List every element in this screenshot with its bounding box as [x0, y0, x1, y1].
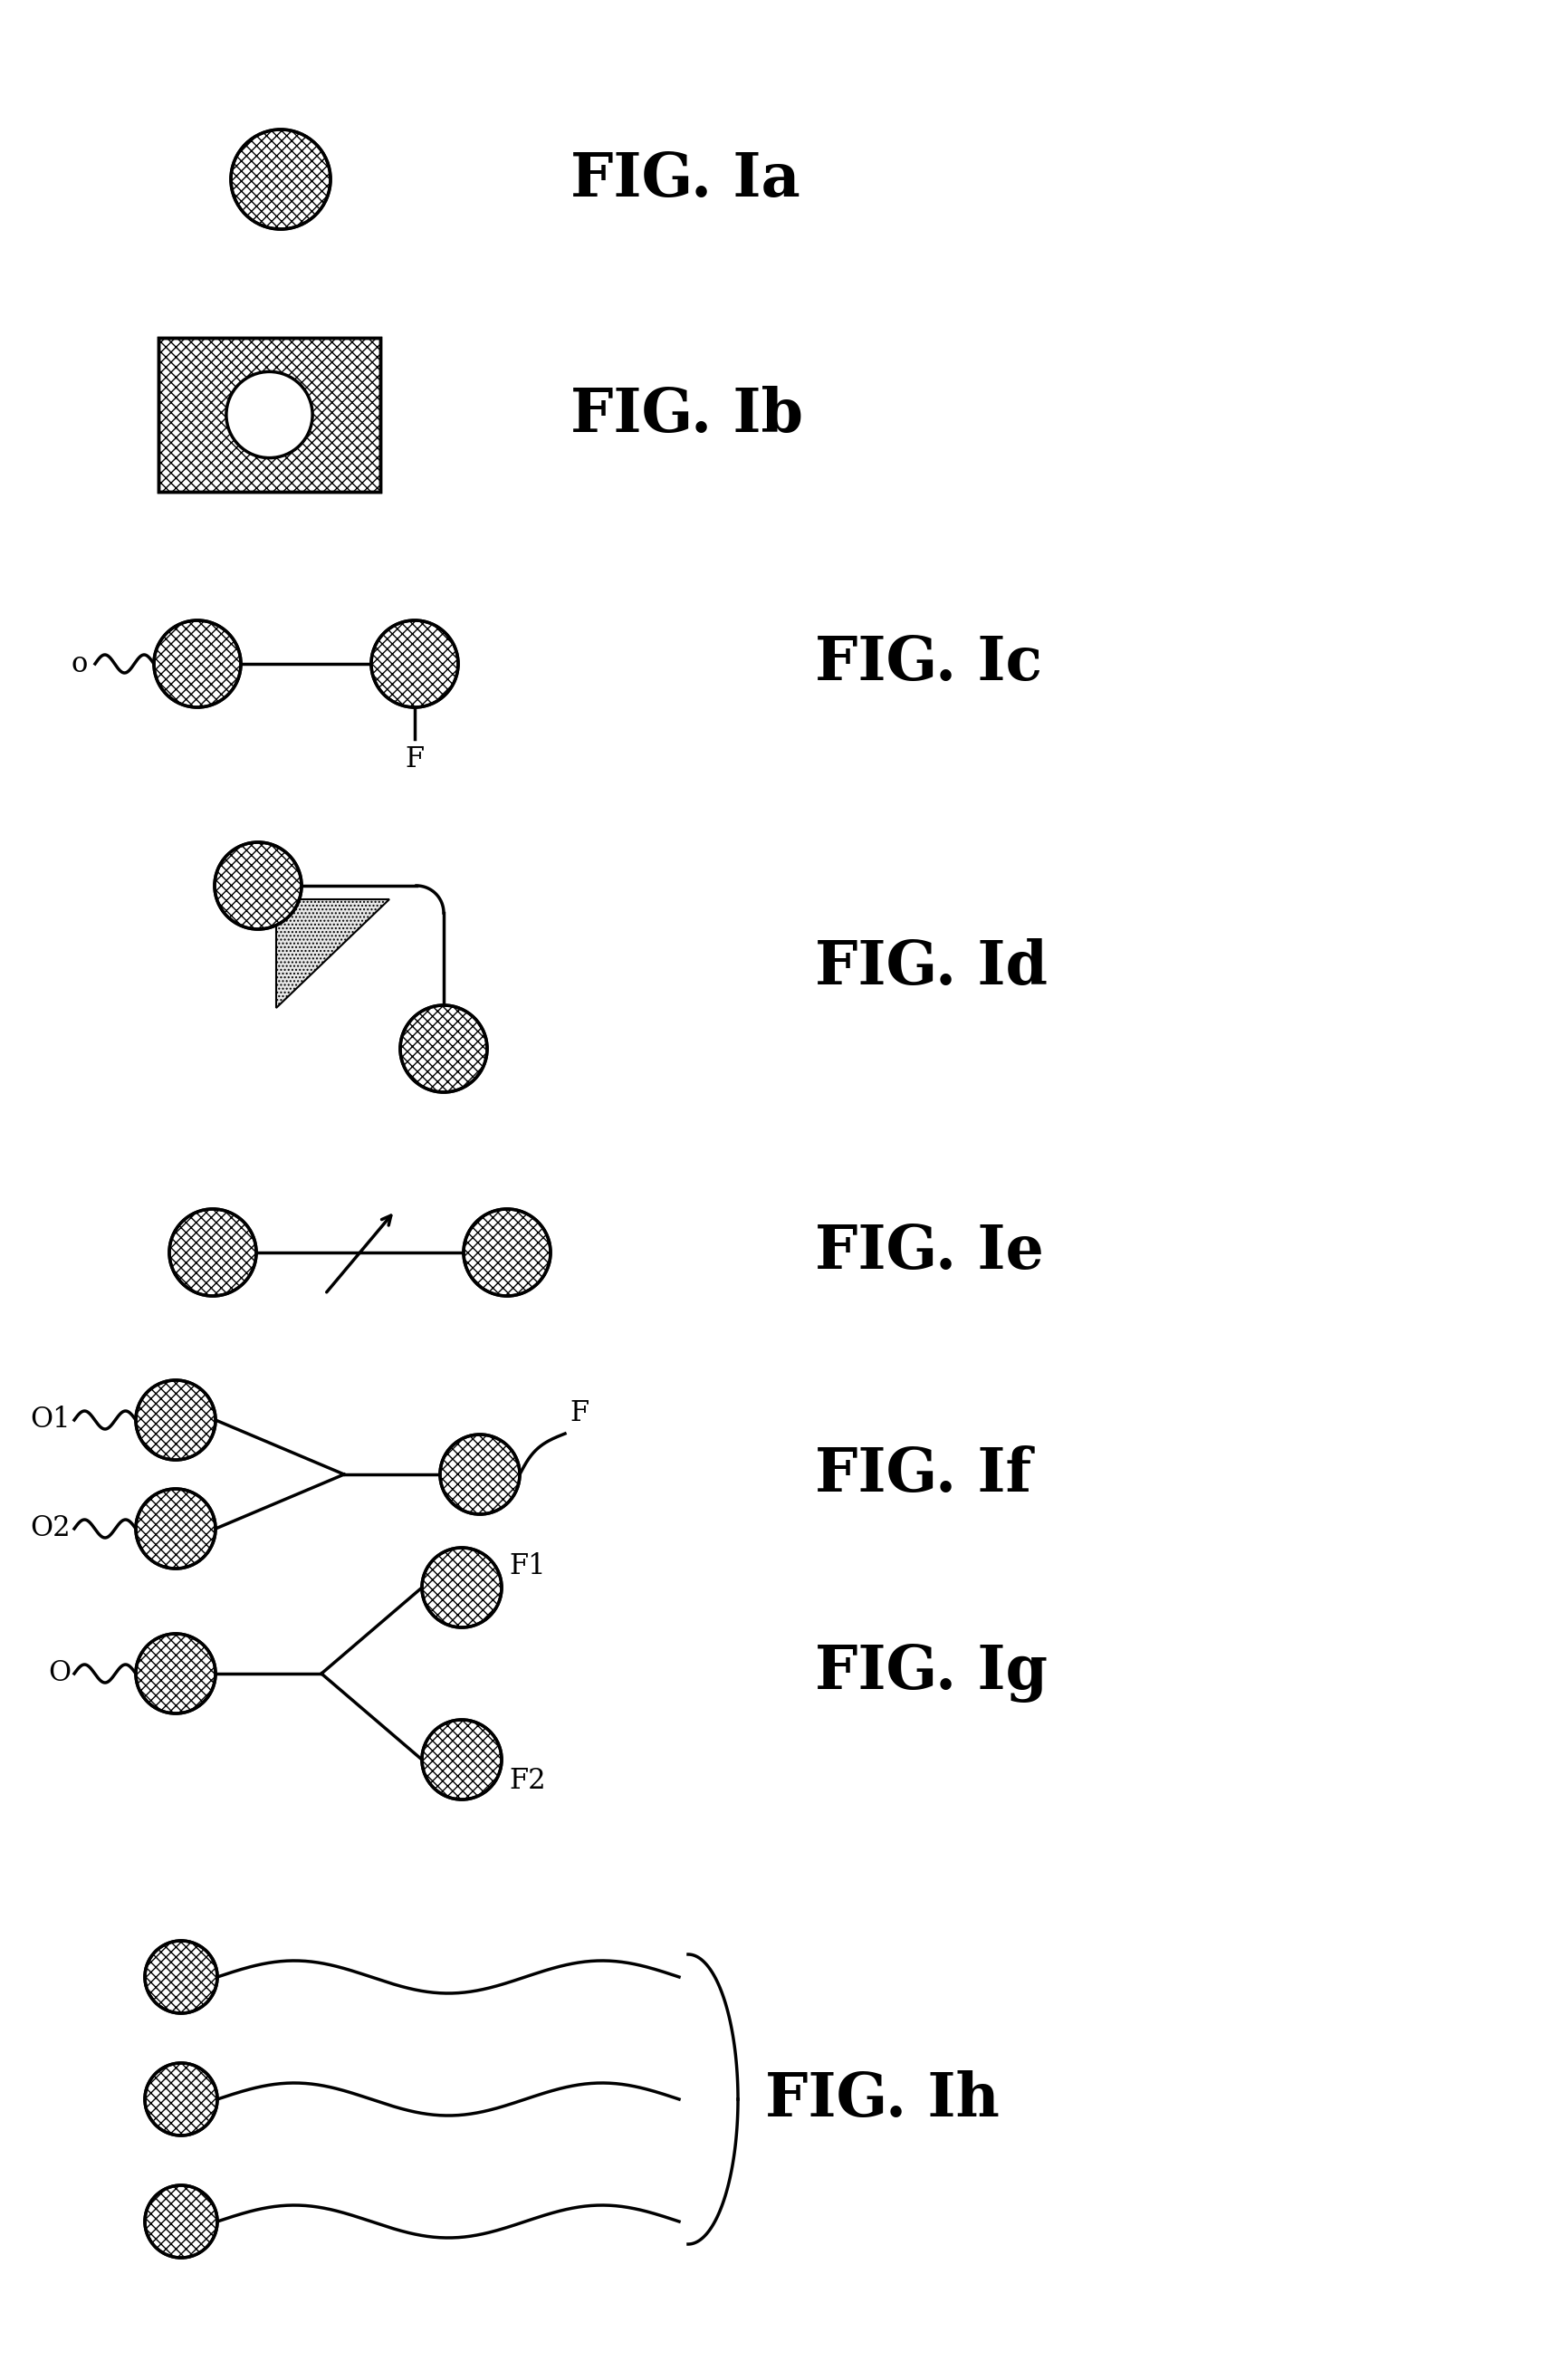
- Text: FIG. Ic: FIG. Ic: [814, 635, 1042, 693]
- Bar: [159, 338, 381, 493]
- Text: FIG. Ig: FIG. Ig: [814, 1645, 1047, 1704]
- Text: F2: F2: [509, 1766, 546, 1795]
- Text: FIG. Ia: FIG. Ia: [571, 150, 800, 209]
- Circle shape: [231, 129, 330, 228]
- Circle shape: [401, 1004, 487, 1092]
- Circle shape: [372, 621, 458, 707]
- Text: FIG. Ie: FIG. Ie: [814, 1223, 1044, 1283]
- Text: O2: O2: [31, 1514, 71, 1542]
- Bar: [159, 338, 381, 493]
- Circle shape: [464, 1209, 550, 1297]
- Bar: [159, 338, 381, 493]
- Circle shape: [439, 1435, 520, 1514]
- Text: FIG. Ih: FIG. Ih: [765, 2071, 999, 2128]
- Circle shape: [136, 1633, 216, 1714]
- Circle shape: [154, 621, 241, 707]
- Text: FIG. Id: FIG. Id: [814, 938, 1047, 997]
- Circle shape: [170, 1209, 256, 1297]
- Circle shape: [136, 1490, 216, 1568]
- Text: o: o: [71, 650, 88, 678]
- Circle shape: [423, 1547, 501, 1628]
- Polygon shape: [276, 900, 389, 1009]
- Circle shape: [145, 2185, 217, 2259]
- Text: F: F: [569, 1399, 589, 1428]
- Circle shape: [227, 371, 313, 457]
- Text: O: O: [48, 1659, 71, 1687]
- Text: F: F: [406, 745, 424, 774]
- Circle shape: [214, 843, 302, 928]
- Text: FIG. If: FIG. If: [814, 1445, 1032, 1504]
- Circle shape: [145, 1940, 217, 2013]
- Text: FIG. Ib: FIG. Ib: [571, 386, 803, 445]
- Circle shape: [423, 1721, 501, 1799]
- Circle shape: [145, 2063, 217, 2135]
- Text: F1: F1: [509, 1552, 546, 1580]
- Text: O1: O1: [31, 1407, 71, 1435]
- Circle shape: [136, 1380, 216, 1459]
